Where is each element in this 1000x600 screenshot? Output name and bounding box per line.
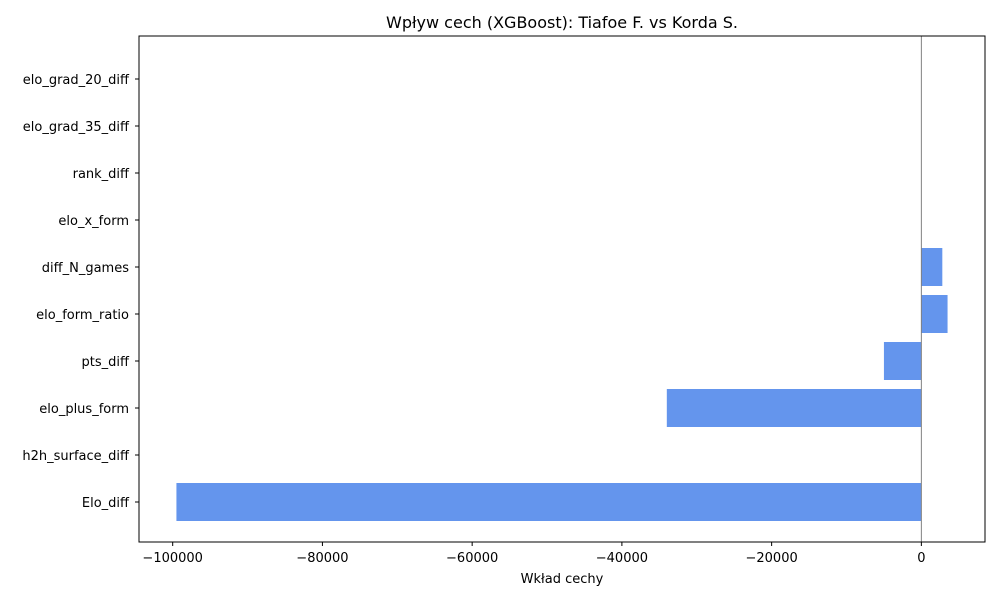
- bars-layer: [176, 248, 948, 521]
- plot-frame: [138, 35, 986, 543]
- y-tick-label: rank_diff: [73, 167, 130, 182]
- x-tick-label: −80000: [296, 551, 348, 566]
- y-tick-label: elo_plus_form: [39, 402, 129, 417]
- bar-diff_N_games: [921, 248, 943, 286]
- x-tick-label: −40000: [596, 551, 648, 566]
- y-axis-layer: elo_grad_20_diff elo_grad_35_diff rank_dif…: [22, 73, 139, 511]
- y-tick-label: h2h_surface_diff: [22, 449, 130, 464]
- y-tick-label: Elo_diff: [82, 496, 130, 511]
- chart-title: Wpływ cech (XGBoost): Tiafoe F. vs Korda…: [386, 13, 738, 32]
- y-tick-label: elo_form_ratio: [36, 308, 129, 323]
- x-axis-label: Wkład cechy: [521, 572, 604, 587]
- x-tick-label: −60000: [446, 551, 498, 566]
- x-tick-label: −100000: [142, 551, 203, 566]
- bar-pts_diff: [883, 342, 922, 380]
- y-tick-label: elo_grad_20_diff: [23, 73, 130, 88]
- y-tick-label: pts_diff: [82, 355, 130, 370]
- x-axis-layer: −100000 −80000 −60000 −40000 −20000 0: [142, 542, 926, 566]
- bar-Elo_diff: [176, 483, 922, 521]
- y-tick-label: elo_grad_35_diff: [23, 120, 130, 135]
- y-tick-label: elo_x_form: [58, 214, 129, 229]
- x-tick-label: −20000: [746, 551, 798, 566]
- bar-elo_form_ratio: [921, 295, 948, 333]
- x-tick-label: 0: [917, 551, 925, 566]
- y-tick-label: diff_N_games: [42, 261, 129, 276]
- bar-elo_plus_form: [666, 389, 922, 427]
